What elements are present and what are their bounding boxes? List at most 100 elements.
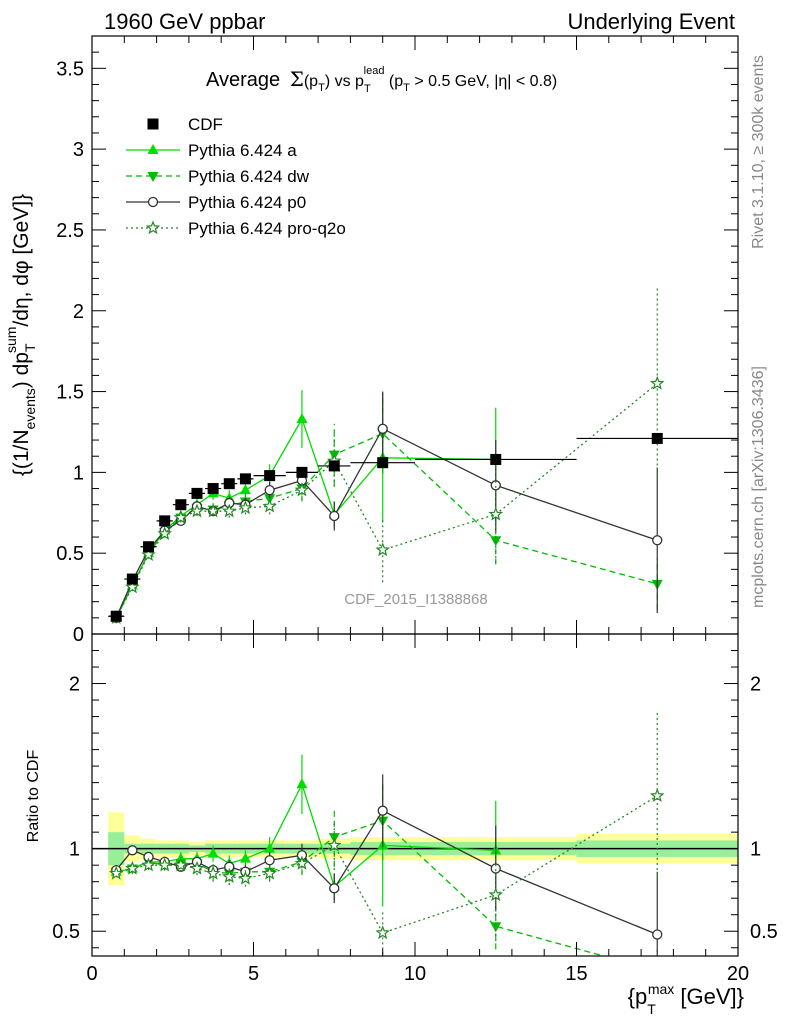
data-point — [108, 865, 124, 880]
analysis-watermark: CDF_2015_I1388868 — [344, 591, 487, 608]
main-series-cdf — [108, 432, 738, 622]
data-point — [189, 860, 205, 875]
data-point — [649, 788, 665, 803]
legend-label: Pythia 6.424 pro-q2o — [188, 219, 346, 238]
data-point — [377, 423, 388, 434]
data-point — [651, 432, 663, 444]
data-point — [126, 573, 138, 585]
legend-marker — [147, 118, 159, 130]
ratio-y-tick-label: 1 — [69, 839, 80, 861]
data-point — [110, 610, 122, 622]
ratio-y-tick-label: 2 — [69, 674, 80, 696]
main-series-pythia-6-424-pro-q2o — [108, 286, 665, 625]
ratio-ylabel: Ratio to CDF — [25, 750, 42, 843]
legend-entry: Pythia 6.424 pro-q2o — [126, 219, 346, 238]
data-point — [238, 870, 253, 885]
data-point — [264, 470, 276, 482]
data-point — [488, 887, 504, 902]
data-point — [262, 865, 277, 880]
data-point — [262, 498, 277, 513]
data-point — [159, 515, 171, 527]
main-series-pythia-6-424-a — [110, 389, 502, 622]
plot-axes: 0 5 10 15 20 0 0.5 1 1.5 2 2.5 3 3.5 0.5 0.5 1 1 2 2 — [52, 35, 778, 985]
header-left: 1960 GeV ppbar — [104, 9, 265, 34]
ratio-plot-series — [108, 711, 665, 977]
main-plot-series — [108, 286, 738, 625]
data-point — [296, 778, 308, 789]
data-point — [652, 535, 663, 546]
data-point — [157, 526, 172, 540]
main-title: Average Σ(pT) vs pTlead (pT > 0.5 GeV, |… — [206, 65, 557, 95]
legend-label: Pythia 6.424 p0 — [188, 193, 306, 212]
legend-marker — [147, 172, 159, 182]
series-line — [115, 427, 658, 619]
data-point — [490, 922, 502, 933]
ratio-series-pythia-6-424-a — [110, 754, 502, 907]
data-point — [207, 847, 219, 858]
main-series-pythia-6-424-p0 — [111, 391, 663, 623]
data-point — [490, 863, 501, 874]
ratio-frame — [91, 633, 739, 957]
data-point — [375, 542, 390, 557]
data-point — [205, 503, 221, 518]
x-tick-label: 5 — [248, 963, 259, 985]
data-point — [649, 375, 665, 390]
data-point — [223, 478, 235, 490]
y-tick-label: 2.5 — [56, 220, 84, 242]
data-point — [191, 487, 203, 499]
data-point — [125, 579, 140, 594]
ratio-y-tick-label: 0.5 — [52, 921, 80, 943]
legend-marker — [147, 144, 159, 154]
data-point — [296, 413, 308, 424]
mcplots-label: mcplots.cern.ch [arXiv:1306.3436] — [750, 366, 767, 608]
x-tick-label: 10 — [404, 963, 426, 985]
data-point — [141, 547, 156, 561]
ratio-y-tick-label-right: 0.5 — [750, 921, 778, 943]
data-point — [205, 865, 221, 880]
data-point — [127, 845, 138, 856]
data-point — [207, 483, 219, 495]
data-point — [238, 500, 253, 515]
legend-entry: Pythia 6.424 p0 — [126, 193, 306, 212]
data-point — [377, 805, 388, 816]
ratio-y-tick-label-right: 2 — [750, 674, 761, 696]
data-point — [377, 457, 389, 469]
legend-label: Pythia 6.424 dw — [188, 167, 310, 186]
legend-marker — [147, 196, 159, 208]
data-point — [239, 484, 251, 495]
data-point — [264, 855, 275, 866]
data-point — [189, 503, 205, 518]
y-tick-label: 1 — [73, 462, 84, 484]
data-point — [488, 506, 504, 521]
y-tick-label: 3 — [73, 139, 84, 161]
legend-marker — [145, 220, 161, 235]
legend-entry: CDF — [147, 115, 223, 134]
data-point — [329, 510, 340, 522]
legend: CDF Pythia 6.424 a Pythia 6.424 dw Pythia 6… — [126, 115, 346, 238]
data-point — [294, 855, 310, 870]
x-tick-label: 20 — [727, 963, 749, 985]
data-point — [264, 485, 275, 496]
data-point — [652, 967, 663, 977]
data-point — [222, 869, 237, 883]
ratio-series-pythia-6-424-pro-q2o — [108, 711, 665, 955]
legend-entry: Pythia 6.424 a — [126, 141, 297, 160]
x-tick-label: 0 — [86, 963, 97, 985]
data-point — [652, 929, 663, 940]
y-tick-label: 3.5 — [56, 58, 84, 80]
data-point — [294, 482, 310, 497]
data-point — [141, 857, 156, 872]
ratio-y-tick-label-right: 1 — [750, 839, 761, 861]
legend-label: Pythia 6.424 a — [188, 141, 297, 160]
data-point — [125, 860, 140, 875]
data-point — [264, 842, 276, 853]
data-point — [490, 480, 501, 491]
y-tick-label: 1.5 — [56, 382, 84, 404]
data-point — [329, 883, 340, 894]
data-point — [239, 852, 251, 863]
data-point — [222, 503, 237, 518]
x-axis-label: {pTmax [GeV]} — [628, 981, 744, 1017]
data-point — [173, 857, 189, 872]
data-point — [326, 837, 342, 852]
data-point — [173, 509, 189, 524]
